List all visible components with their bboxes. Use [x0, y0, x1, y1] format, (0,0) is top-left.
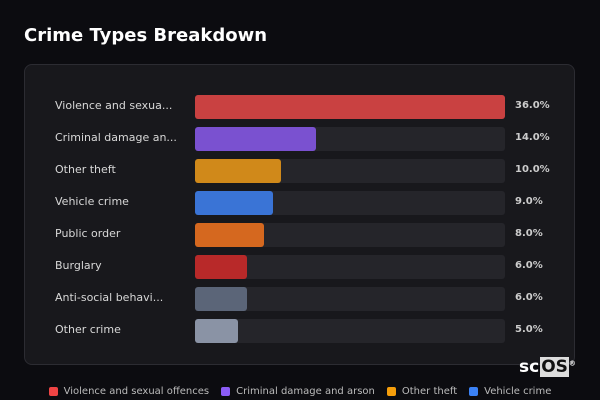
chart-card: Violence and sexua... 36.0% Criminal dama…: [24, 64, 575, 365]
category-label: Violence and sexua...: [55, 99, 173, 112]
bar[interactable]: [195, 287, 247, 311]
value-label: 5.0%: [515, 324, 543, 335]
legend-item[interactable]: Vehicle crime: [469, 386, 551, 397]
bar-row: Vehicle crime 9.0%: [25, 191, 574, 215]
legend-swatch: [469, 387, 479, 396]
legend: Violence and sexual offences Criminal dam…: [0, 386, 600, 397]
value-label: 6.0%: [515, 260, 543, 271]
bar-row: Criminal damage an... 14.0%: [25, 127, 574, 151]
category-label: Burglary: [55, 259, 102, 272]
bar[interactable]: [195, 191, 273, 215]
category-label: Other theft: [55, 163, 116, 176]
bar-track: [195, 191, 505, 215]
bar-track: [195, 319, 505, 343]
category-label: Vehicle crime: [55, 195, 129, 208]
legend-label: Criminal damage and arson: [236, 386, 375, 397]
value-label: 14.0%: [515, 132, 550, 143]
legend-swatch: [386, 387, 396, 396]
bar-track: [195, 287, 505, 311]
bar-track: [195, 95, 505, 119]
legend-swatch: [48, 387, 58, 396]
value-label: 36.0%: [515, 100, 550, 111]
value-label: 9.0%: [515, 196, 543, 207]
bar-track: [195, 223, 505, 247]
category-label: Other crime: [55, 323, 121, 336]
legend-item[interactable]: Other theft: [386, 386, 458, 397]
bar[interactable]: [195, 255, 247, 279]
category-label: Anti-social behavi...: [55, 291, 164, 304]
bar-row: Anti-social behavi... 6.0%: [25, 287, 574, 311]
category-label: Public order: [55, 227, 121, 240]
chart-title: Crime Types Breakdown: [24, 25, 268, 46]
bar-track: [195, 159, 505, 183]
value-label: 10.0%: [515, 164, 550, 175]
scos-logo: sc OS®: [519, 357, 576, 377]
bar[interactable]: [195, 127, 316, 151]
legend-label: Violence and sexual offences: [63, 386, 210, 397]
value-label: 8.0%: [515, 228, 543, 239]
bar[interactable]: [195, 319, 239, 343]
bar-row: Other theft 10.0%: [25, 159, 574, 183]
bar-row: Public order 8.0%: [25, 223, 574, 247]
bar-row: Other crime 5.0%: [25, 319, 574, 343]
legend-item[interactable]: Criminal damage and arson: [221, 386, 375, 397]
legend-label: Vehicle crime: [484, 386, 552, 397]
category-label: Criminal damage an...: [55, 131, 177, 144]
legend-label: Other theft: [401, 386, 458, 397]
bar-track: [195, 127, 505, 151]
legend-item[interactable]: Violence and sexual offences: [48, 386, 210, 397]
bar[interactable]: [195, 223, 264, 247]
legend-swatch: [221, 387, 231, 396]
bar[interactable]: [195, 159, 282, 183]
bar-row: Violence and sexua... 36.0%: [25, 95, 574, 119]
bar[interactable]: [195, 95, 505, 119]
value-label: 6.0%: [515, 292, 543, 303]
bar-row: Burglary 6.0%: [25, 255, 574, 279]
bar-track: [195, 255, 505, 279]
